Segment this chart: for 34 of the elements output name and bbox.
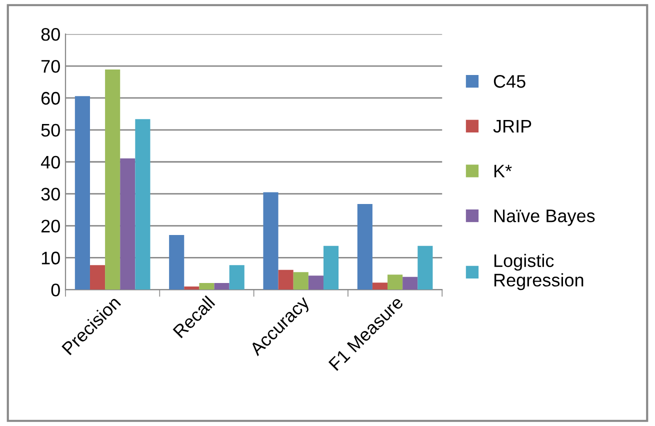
bar bbox=[90, 265, 106, 290]
bar bbox=[323, 246, 339, 290]
y-tick-label: 60 bbox=[41, 92, 60, 105]
legend-label: JRIP bbox=[493, 120, 532, 133]
y-tick-label: 10 bbox=[42, 252, 60, 264]
bar bbox=[169, 235, 184, 290]
bar bbox=[372, 282, 388, 290]
legend-label: K* bbox=[494, 164, 512, 178]
y-tick-label: 30 bbox=[41, 188, 60, 201]
bar bbox=[135, 119, 150, 290]
y-tick-label: 80 bbox=[41, 28, 60, 41]
y-tick-label: 20 bbox=[41, 220, 60, 232]
y-tick-label: 0 bbox=[51, 284, 60, 296]
bar bbox=[418, 246, 433, 290]
bar bbox=[120, 158, 136, 290]
legend-label: Naïve Bayes bbox=[494, 210, 595, 226]
y-tick-label: 50 bbox=[41, 124, 60, 137]
legend-label: C45 bbox=[494, 75, 526, 88]
legend-label: Logistic Regression bbox=[494, 254, 584, 290]
bar bbox=[263, 192, 278, 290]
bar bbox=[229, 265, 244, 290]
bar bbox=[74, 96, 90, 290]
bar bbox=[184, 286, 200, 290]
bar bbox=[214, 282, 230, 290]
y-tick-label: 70 bbox=[41, 60, 60, 73]
bar bbox=[199, 282, 214, 290]
bar bbox=[293, 272, 308, 290]
bar bbox=[278, 270, 294, 290]
bar bbox=[402, 276, 418, 290]
bar bbox=[357, 204, 372, 290]
bar bbox=[308, 276, 324, 290]
bar bbox=[388, 274, 403, 290]
y-tick-label: 40 bbox=[40, 156, 60, 169]
bar bbox=[105, 70, 120, 290]
